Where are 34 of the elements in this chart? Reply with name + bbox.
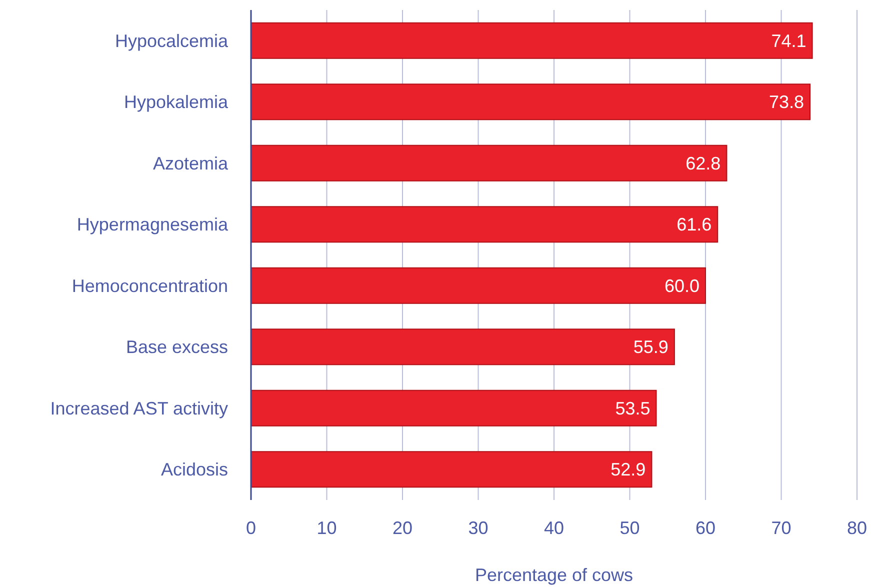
x-tick-label: 50 bbox=[620, 518, 640, 538]
y-tick-label: Acidosis bbox=[160, 460, 228, 480]
x-tick-label: 0 bbox=[246, 518, 256, 538]
y-tick-label: Base excess bbox=[126, 337, 228, 358]
x-tick-label: 60 bbox=[695, 518, 716, 538]
bar bbox=[250, 390, 657, 426]
bar bbox=[250, 84, 811, 120]
bar bbox=[250, 144, 728, 182]
bar bbox=[250, 328, 675, 366]
y-tick-label: Azotemia bbox=[152, 153, 229, 174]
bar bbox=[250, 206, 718, 243]
x-tick-label: 70 bbox=[771, 518, 792, 538]
bar bbox=[250, 267, 706, 304]
y-tick-label: Hypermagnesemia bbox=[76, 214, 229, 235]
data-label: 52.9 bbox=[610, 460, 646, 480]
y-tick-label: Hypocalcemia bbox=[114, 30, 229, 51]
data-label: 60.0 bbox=[664, 276, 700, 296]
data-label: 62.8 bbox=[686, 153, 721, 174]
data-label: 53.5 bbox=[615, 398, 650, 418]
y-tick-label: Hypokalemia bbox=[124, 92, 229, 112]
data-label: 61.6 bbox=[676, 214, 712, 235]
x-tick-label: 80 bbox=[846, 518, 868, 538]
data-label: 74.1 bbox=[771, 30, 806, 51]
bar bbox=[250, 22, 813, 59]
x-axis-title: Percentage of cows bbox=[474, 565, 634, 585]
x-tick-label: 20 bbox=[392, 518, 413, 538]
x-tick-label: 10 bbox=[316, 518, 337, 538]
x-tick-label: 40 bbox=[544, 518, 564, 538]
data-label: 73.8 bbox=[768, 92, 804, 112]
x-tick-label: 30 bbox=[468, 518, 488, 538]
y-tick-label: Increased AST activity bbox=[50, 398, 228, 418]
y-tick-label: Hemoconcentration bbox=[72, 276, 228, 296]
bar bbox=[250, 451, 652, 488]
data-label: 55.9 bbox=[633, 337, 668, 358]
